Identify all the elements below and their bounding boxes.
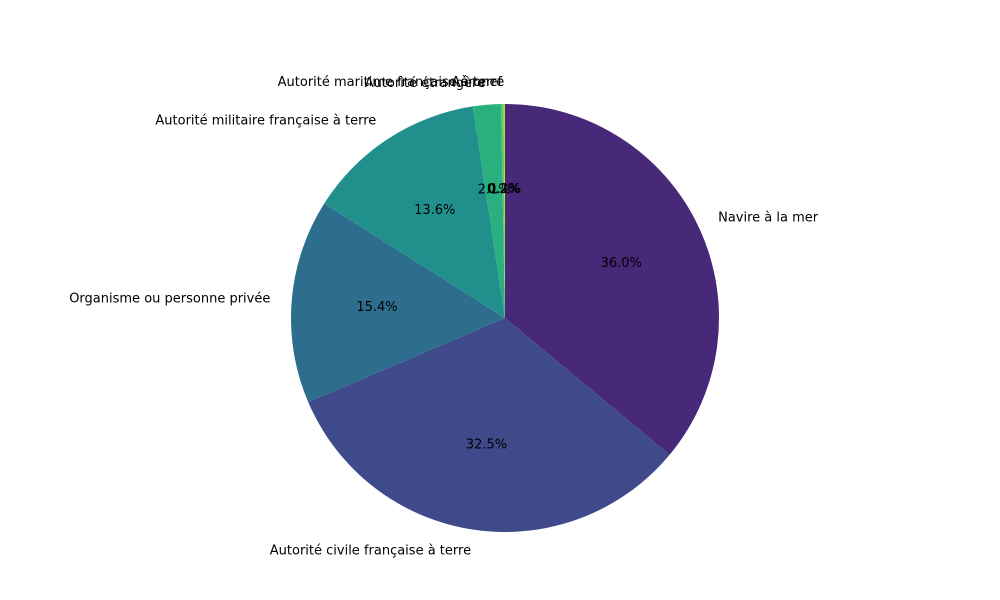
slice-percent-4: 2.1% (478, 183, 511, 198)
slice-label-1: Autorité civile française à terre (270, 543, 471, 558)
pie-slices (291, 104, 720, 532)
pie-slice-6 (503, 104, 505, 318)
pie-slice-1 (308, 318, 670, 532)
slice-label-2: Organisme ou personne privée (69, 292, 270, 307)
pie-slice-5 (500, 104, 505, 318)
pie-slice-2 (291, 203, 505, 403)
slice-label-3: Autorité militaire française à terre (155, 113, 376, 128)
slice-percent-6: 0.1% (488, 182, 521, 197)
slice-percent-2: 15.4% (356, 300, 397, 315)
slice-label-4: Autorité étrangère (365, 76, 485, 91)
slice-percent-5: 0.2% (487, 182, 520, 197)
slice-percent-1: 32.5% (466, 438, 507, 453)
pie-slice-3 (324, 106, 505, 318)
pie-slice-0 (505, 104, 720, 455)
slice-percent-3: 13.6% (414, 203, 455, 218)
slice-label-6: Autorité maritime française à terre (278, 75, 505, 90)
pie-labels: Navire à la mer 36.0% Autorité civile fran… (69, 75, 819, 558)
slice-percent-0: 36.0% (601, 256, 642, 271)
slice-label-5: Aéronef (452, 75, 503, 90)
slice-label-0: Navire à la mer (718, 211, 819, 226)
pie-slice-4 (472, 104, 505, 319)
